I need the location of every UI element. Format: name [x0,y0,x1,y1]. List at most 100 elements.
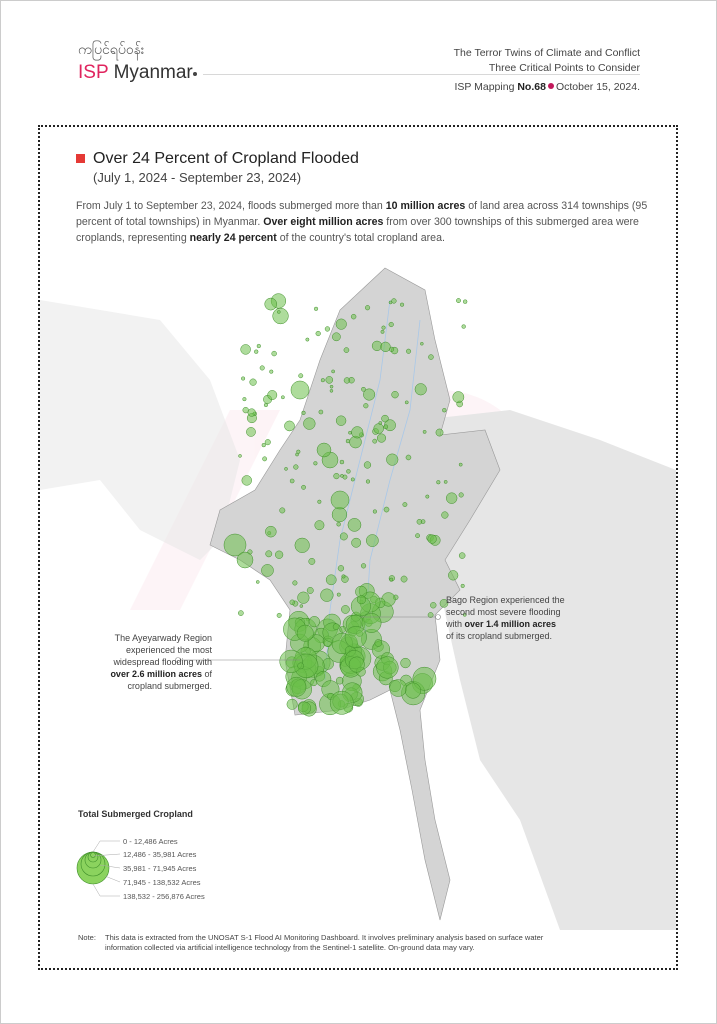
flood-circle [458,492,464,498]
flood-circle [425,494,430,499]
flood-circle [427,612,434,618]
para-part: of land area across 314 townships (95 pe… [76,200,648,228]
flood-circle [388,321,394,328]
flood-circle [389,577,394,582]
flood-circle [242,397,247,402]
para-bold: 10 million acres [385,200,466,212]
flood-circle [442,408,447,413]
flood-circle [456,298,461,304]
flood-circle [313,306,319,311]
flood-circle [343,347,350,353]
flood-circle [284,467,288,471]
flood-circle [430,602,437,609]
flood-circle [289,599,296,606]
para-bold: nearly 24 percent [189,232,277,244]
flood-circle [255,580,260,584]
flood-circle [331,369,335,374]
flood-circle [279,507,286,514]
flood-circle [386,453,399,466]
flood-circle [339,459,345,465]
flood-circle [315,330,321,337]
flood-circle [415,533,420,539]
flood-circle [462,299,468,304]
flood-circle [445,492,458,504]
flood-circle [308,616,320,628]
flood-circle [320,378,325,383]
flood-circle [381,414,389,423]
flood-circle [452,391,465,404]
flood-circle [325,574,337,586]
flood-circle [264,439,271,446]
flood-circle [448,570,459,581]
flood-circle [265,550,273,558]
flood-circle [261,564,274,577]
flood-circle [422,429,427,434]
flood-circle [380,341,391,352]
flood-circle [399,302,405,307]
flood-circle [348,656,365,673]
flood-circle [267,390,278,400]
flood-circle [400,657,411,669]
flood-circle [348,430,352,435]
legend-item: 71,945 - 138,532 Acres [123,878,201,887]
flood-circle [324,326,331,332]
flood-circle [271,350,277,357]
flood-circle [329,384,334,389]
flood-circle [264,297,278,311]
legend-item: 0 - 12,486 Acres [123,837,178,846]
flood-circle [371,340,383,352]
logo-isp: ISP [78,62,109,83]
flood-circle [325,376,334,384]
flood-circle [317,499,322,504]
flood-circle [414,383,427,396]
flood-circle [241,475,252,486]
flood-circle [458,552,466,559]
flood-circle [333,473,340,480]
series-prefix: ISP Mapping [454,81,515,93]
flood-circle [378,421,383,425]
flood-circle [279,649,303,673]
flood-circle [292,580,298,586]
flood-circle [303,417,316,430]
flood-circle [236,551,254,569]
flood-circle [339,532,348,541]
callout-bold: over 2.6 million acres [110,669,202,679]
flood-circle [372,509,377,514]
flood-circle [339,626,347,633]
logo: ISP Myanmar [78,62,193,84]
flood-circle [420,341,424,346]
flood-circle [298,373,304,379]
para-bold: Over eight million acres [263,216,384,228]
note-text: This data is extracted from the UNOSAT S… [105,933,544,952]
flood-circle [372,438,378,444]
report-title: The Terror Twins of Climate and Conflict… [454,46,640,76]
flood-circle [299,604,304,608]
logo-myanmar-script: ကပြင်ရပ်ဝန်း [78,41,145,57]
flood-circle [314,520,325,531]
flood-circle [259,365,265,371]
flood-circle [345,438,351,444]
callout-lines [175,614,441,663]
flood-circle [313,461,318,466]
flood-circle [296,624,314,642]
flood-circle [276,612,282,618]
flood-circle [364,305,371,311]
legend-item: 35,981 - 71,945 Acres [123,864,197,873]
flood-circle [420,519,426,524]
flood-circle [297,591,310,604]
report-title-line2: Three Critical Points to Consider [488,62,640,74]
flood-circle [347,518,362,532]
flood-circle [265,525,277,538]
flood-circle [336,522,341,527]
flood-circle [297,701,312,715]
flood-circle [254,349,259,354]
flood-circle [427,534,437,544]
flood-circle [458,462,463,467]
flood-circle [272,307,289,325]
flood-circle [406,348,412,354]
flood-circle [376,656,399,679]
title-marker-icon [76,154,85,163]
flood-circle [293,464,299,470]
flood-circle [383,424,389,430]
flood-circle [363,461,372,469]
